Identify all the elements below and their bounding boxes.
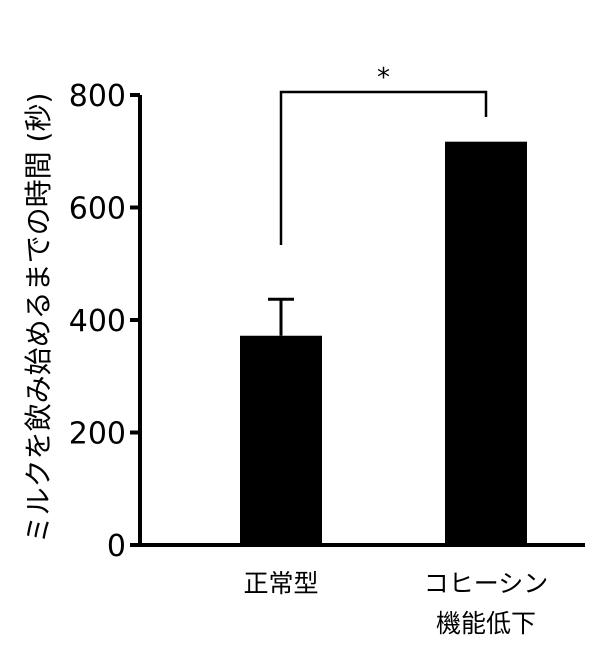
y-axis-label: ミルクを飲み始めるまでの時間 (秒)	[22, 93, 55, 544]
y-axis-ticks: 0 200 400 600 800	[69, 79, 140, 564]
bar-0	[240, 335, 322, 545]
y-tick-label: 800	[69, 79, 126, 114]
y-tick-label: 400	[69, 304, 126, 339]
significance-line	[279, 90, 488, 245]
category-label-1: 機能低下	[436, 609, 536, 638]
category-label-0: 正常型	[243, 569, 318, 598]
bars	[240, 141, 527, 545]
y-tick-label: 200	[69, 417, 126, 452]
category-label-1: コヒーシン	[424, 569, 549, 598]
bar-1	[445, 141, 527, 545]
y-tick-label: 0	[107, 529, 126, 564]
error-bars	[268, 297, 294, 336]
significance-bracket: *	[279, 63, 488, 245]
y-tick-label: 600	[69, 192, 126, 227]
y-axis-label-group: ミルクを飲み始めるまでの時間 (秒)	[22, 93, 55, 544]
significance-label: *	[377, 63, 390, 93]
